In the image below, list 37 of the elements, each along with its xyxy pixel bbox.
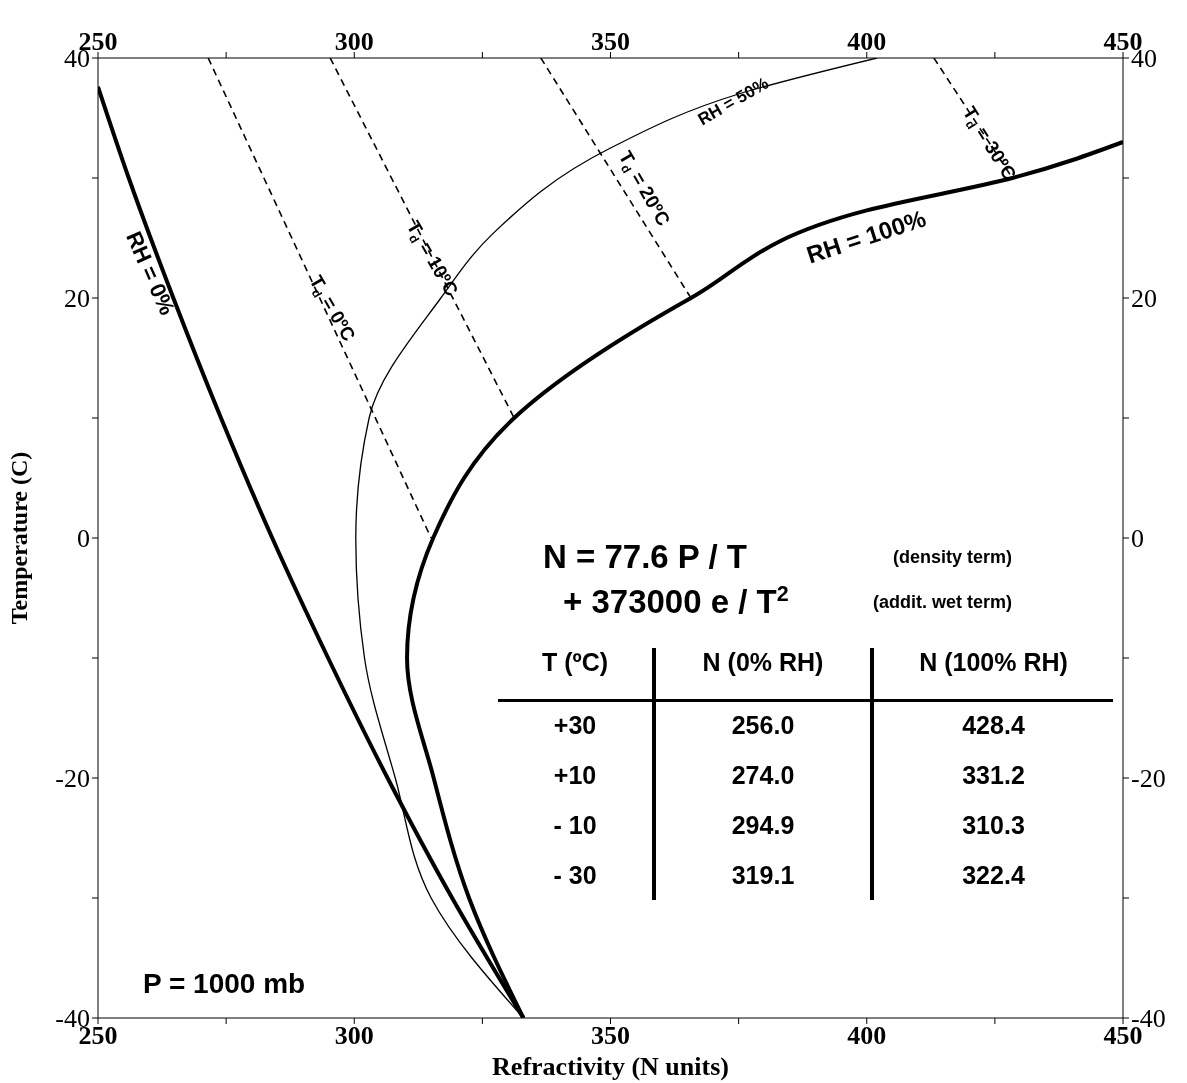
annotation: 274.0 xyxy=(731,760,795,789)
annotation: 319.1 xyxy=(731,860,795,889)
annotation: N (100% RH) xyxy=(919,648,1068,676)
annotation: - 10 xyxy=(553,810,597,839)
annotation: P = 1000 mb xyxy=(143,968,306,999)
y-tick-label: -20 xyxy=(55,764,90,794)
x-tick-label: 350 xyxy=(591,27,630,56)
x-tick-label: 300 xyxy=(334,27,374,56)
annotation: N = 77.6 P / T xyxy=(543,538,747,575)
annotation: T (ºC) xyxy=(541,648,609,676)
annotation: RH = 100% xyxy=(803,204,929,268)
x2-tick-label: 350 xyxy=(591,1021,630,1051)
annotation: RH = 50% xyxy=(694,73,772,129)
annotation: 322.4 xyxy=(962,860,1025,889)
annotation: 256.0 xyxy=(731,711,795,740)
annotation: 310.3 xyxy=(962,810,1025,839)
annotation: RH = 0% xyxy=(121,227,181,319)
y2-tick-label: 20 xyxy=(1131,284,1157,314)
annotation: N (0% RH) xyxy=(702,648,824,676)
annotation: - 30 xyxy=(553,860,597,889)
annotation: +10 xyxy=(553,760,597,789)
annotation: + 373000 e / T$^{2}$ xyxy=(563,582,789,620)
annotation: 294.9 xyxy=(731,810,795,839)
y2-tick-label: 0 xyxy=(1131,524,1144,554)
y-tick-label: 20 xyxy=(64,284,90,314)
annotation: 428.4 xyxy=(962,711,1025,740)
annotation: (addit. wet term) xyxy=(873,592,1013,612)
y-tick-label: 0 xyxy=(77,524,90,554)
x2-tick-label: 300 xyxy=(334,1021,374,1051)
x-axis-title: Refractivity (N units) xyxy=(492,1052,729,1081)
x2-tick-label: 400 xyxy=(847,1021,887,1051)
y2-tick-label: -20 xyxy=(1131,764,1166,794)
annotation: 331.2 xyxy=(962,760,1025,789)
annotation: +30 xyxy=(553,711,597,740)
y-axis-title: Temperature (C) xyxy=(5,451,32,625)
x-tick-label: 400 xyxy=(847,27,887,56)
annotation: (density term) xyxy=(893,547,1013,567)
